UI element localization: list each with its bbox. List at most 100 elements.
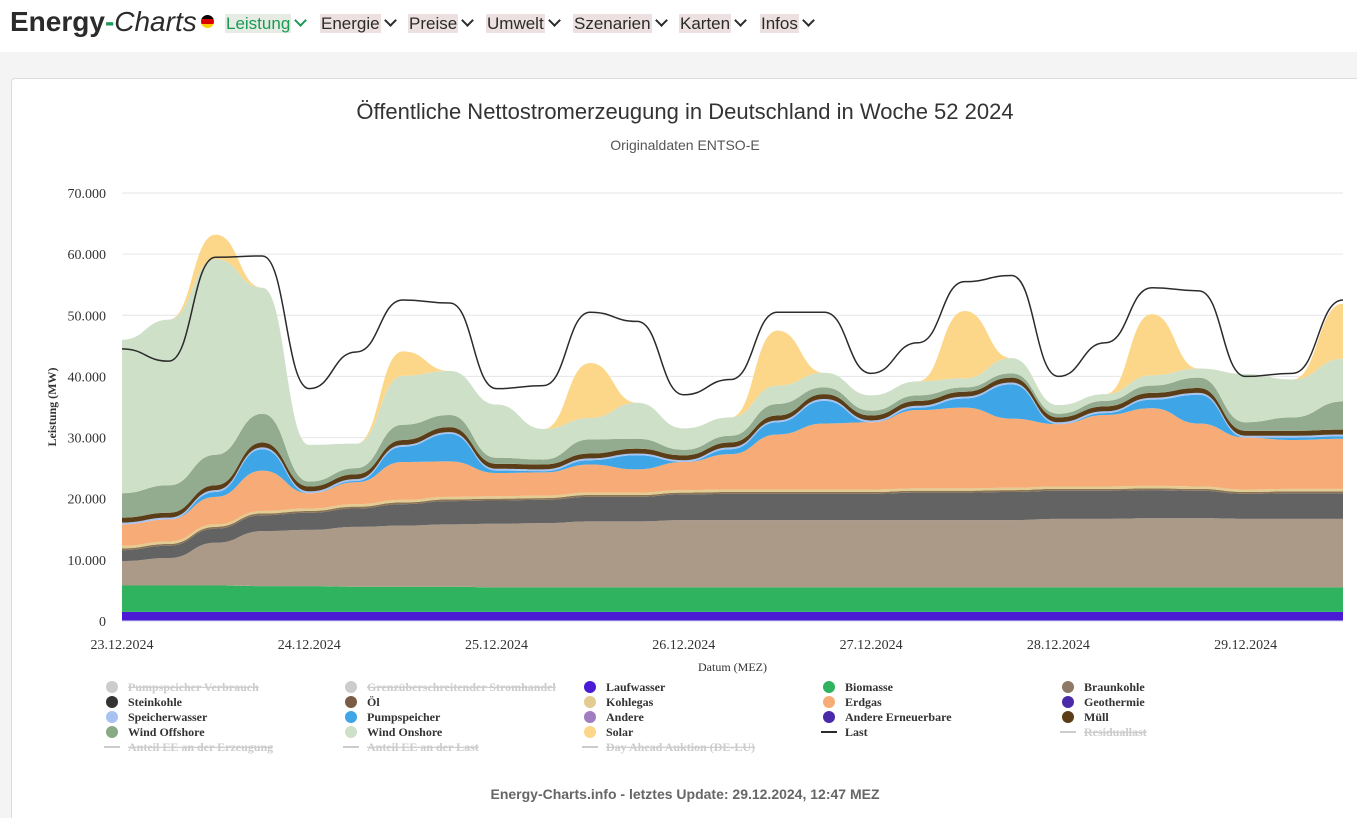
legend-item[interactable]: Biomasse	[823, 680, 894, 694]
legend-item[interactable]: Müll	[1062, 710, 1109, 724]
legend-item[interactable]: Kohlegas	[584, 695, 654, 709]
legend-marker	[345, 711, 357, 723]
brand-dash: -	[104, 6, 115, 37]
legend-item[interactable]: Erdgas	[823, 695, 882, 709]
last-update-footer: Energy-Charts.info - letztes Update: 29.…	[490, 786, 880, 802]
y-tick-label: 60.000	[68, 248, 107, 263]
area-erdgas[interactable]	[122, 407, 1343, 546]
legend-marker	[345, 681, 357, 693]
legend-marker	[584, 711, 596, 723]
chart-card: Öffentliche Nettostromerzeugung in Deuts…	[11, 78, 1357, 818]
nav-infos[interactable]: Infos	[760, 13, 815, 35]
legend-label: Müll	[1084, 710, 1109, 724]
legend-marker	[584, 696, 596, 708]
legend-label: Biomasse	[845, 680, 894, 694]
legend-item[interactable]: Anteil EE an der Last	[343, 740, 479, 754]
legend-marker	[823, 696, 835, 708]
legend-item[interactable]: Laufwasser	[584, 680, 666, 694]
area-pumpspeicher[interactable]	[122, 384, 1343, 525]
chart-subtitle: Originaldaten ENTSO-E	[610, 137, 760, 153]
nav-leistung-label: Leistung	[225, 14, 292, 33]
legend-label: Laufwasser	[606, 680, 666, 694]
nav-preise[interactable]: Preise	[408, 13, 475, 35]
legend-item[interactable]: Anteil EE an der Erzeugung	[104, 740, 273, 754]
x-tick-label: 23.12.2024	[91, 638, 154, 653]
nav-energie-label: Energie	[320, 14, 381, 33]
y-tick-label: 70.000	[68, 187, 107, 202]
legend-label: Geothermie	[1084, 695, 1145, 709]
legend-label: Anteil EE an der Erzeugung	[128, 740, 273, 754]
legend-label: Andere	[606, 710, 644, 724]
german-flag-icon	[200, 15, 214, 29]
legend-item[interactable]: Residuallast	[1060, 725, 1147, 739]
legend-item[interactable]: Grenzüberschreitender Stromhandel	[345, 680, 556, 694]
area-braunkohle[interactable]	[122, 518, 1343, 588]
legend-marker	[1062, 681, 1074, 693]
legend-item[interactable]: Wind Offshore	[106, 725, 205, 739]
nav-karten-label: Karten	[679, 14, 732, 33]
area-steinkohle[interactable]	[122, 490, 1343, 562]
legend-label: Residuallast	[1084, 725, 1147, 739]
x-tick-label: 29.12.2024	[1214, 638, 1277, 653]
area-wind-onshore[interactable]	[122, 259, 1343, 494]
brand-main: Energy	[10, 6, 105, 37]
legend-label: Erdgas	[845, 695, 882, 709]
brand-logo[interactable]: Energy-Charts	[10, 6, 214, 38]
y-tick-label: 10.000	[68, 554, 107, 569]
y-tick-label: 40.000	[68, 370, 107, 385]
nav-szenarien-label: Szenarien	[573, 14, 652, 33]
legend-label: Speicherwasser	[128, 710, 208, 724]
legend-item[interactable]: Andere	[584, 710, 644, 724]
y-tick-label: 30.000	[68, 432, 107, 447]
nav-infos-label: Infos	[760, 14, 799, 33]
nav-szenarien[interactable]: Szenarien	[573, 13, 668, 35]
legend-label: Andere Erneuerbare	[845, 710, 952, 724]
top-navigation-bar: Energy-Charts Leistung Energie Preise Um…	[0, 0, 1357, 52]
legend-label: Pumpspeicher	[367, 710, 441, 724]
area-biomasse[interactable]	[122, 585, 1343, 612]
nav-energie[interactable]: Energie	[320, 13, 397, 35]
x-tick-label: 26.12.2024	[652, 638, 715, 653]
area-laufwasser[interactable]	[122, 611, 1343, 621]
legend-item[interactable]: Pumpspeicher Verbrauch	[106, 680, 259, 694]
legend-marker	[106, 696, 118, 708]
stacked-area-chart[interactable]: 0 10.000 20.000 30.000 40.000 50.000 60.000 70.…	[12, 79, 1357, 779]
nav-leistung[interactable]: Leistung	[225, 13, 308, 35]
legend-item[interactable]: Pumpspeicher	[345, 710, 441, 724]
legend-item[interactable]: Öl	[345, 695, 380, 709]
chevron-down-icon	[461, 14, 475, 27]
legend-label: Öl	[367, 695, 380, 709]
legend-label: Braunkohle	[1084, 680, 1145, 694]
legend-marker	[823, 681, 835, 693]
legend-marker	[345, 696, 357, 708]
brand-charts: Charts	[114, 6, 197, 37]
flag-stripe-1	[200, 15, 214, 20]
legend-marker	[584, 726, 596, 738]
line-last[interactable]	[121, 255, 1344, 396]
legend-label: Steinkohle	[128, 695, 183, 709]
legend-label: Day Ahead Auktion (DE-LU)	[606, 740, 755, 754]
y-tick-label: 0	[99, 615, 106, 630]
legend-item[interactable]: Speicherwasser	[106, 710, 208, 724]
legend-label: Wind Offshore	[128, 725, 205, 739]
legend-item[interactable]: Day Ahead Auktion (DE-LU)	[582, 740, 755, 754]
chevron-down-icon	[734, 14, 747, 27]
legend-marker	[106, 681, 118, 693]
legend-item[interactable]: Solar	[584, 725, 634, 739]
legend-item[interactable]: Andere Erneuerbare	[823, 710, 952, 724]
nav-umwelt[interactable]: Umwelt	[486, 13, 561, 35]
nav-umwelt-label: Umwelt	[486, 14, 545, 33]
legend-marker	[1062, 696, 1074, 708]
legend-item[interactable]: Braunkohle	[1062, 680, 1145, 694]
legend-item[interactable]: Last	[821, 725, 868, 739]
legend-marker	[1062, 711, 1074, 723]
chevron-down-icon	[383, 14, 397, 27]
x-tick-label: 27.12.2024	[840, 638, 903, 653]
legend-item[interactable]: Steinkohle	[106, 695, 183, 709]
nav-karten[interactable]: Karten	[679, 13, 747, 35]
chevron-down-icon	[801, 14, 815, 27]
legend-item[interactable]: Wind Onshore	[345, 725, 443, 739]
chart-title: Öffentliche Nettostromerzeugung in Deuts…	[356, 99, 1014, 124]
legend-item[interactable]: Geothermie	[1062, 695, 1145, 709]
y-tick-label: 50.000	[68, 309, 107, 324]
